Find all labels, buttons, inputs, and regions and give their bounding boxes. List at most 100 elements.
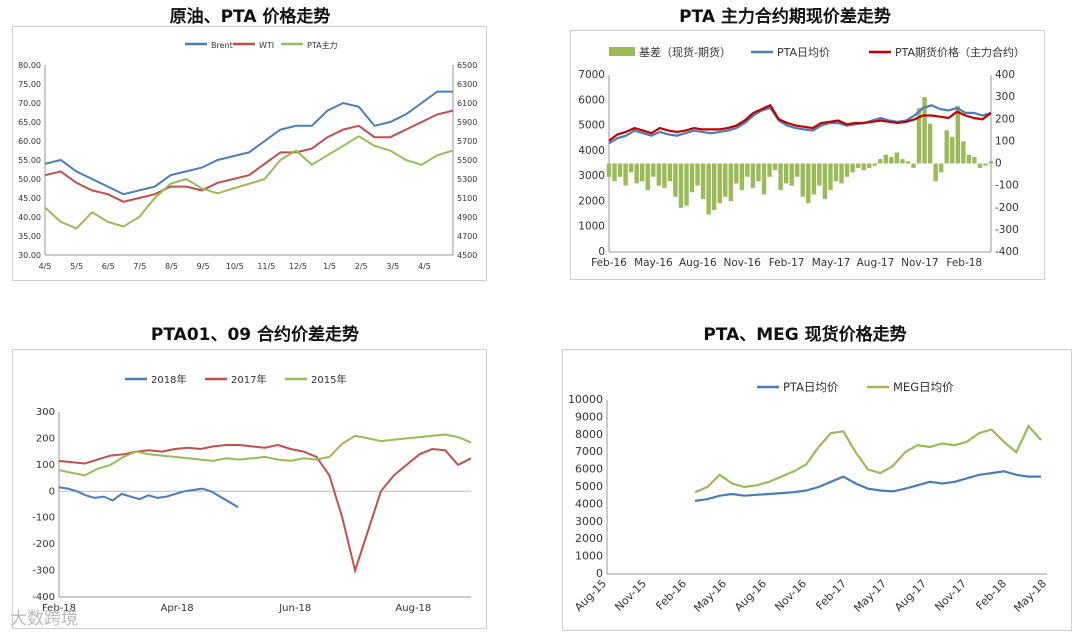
basis-bar xyxy=(606,163,612,177)
x-tick-label: Aug-17 xyxy=(892,577,929,614)
basis-bar xyxy=(756,163,761,182)
basis-bar xyxy=(623,163,628,186)
basis-bar xyxy=(977,163,983,168)
basis-bar xyxy=(662,163,667,188)
chart2-title: PTA 主力合约期现价差走势 xyxy=(679,7,891,27)
y-tick-label: 200 xyxy=(36,433,55,444)
basis-bar xyxy=(988,161,994,164)
x-tick-label: Aug-17 xyxy=(857,257,895,269)
y-tick-label: 45.00 xyxy=(18,194,41,203)
chart4-svg: 0 1000 2000 3000 4000 5000 6000 7000 8000 9000 100… xyxy=(568,380,1049,615)
y-right-tick-label: 400 xyxy=(995,69,1015,81)
y-tick-label: 75.00 xyxy=(18,80,41,89)
y-right-tick-label: -100 xyxy=(995,180,1019,192)
basis-bar xyxy=(678,163,684,208)
basis-bar xyxy=(811,163,817,195)
x-tick-label: 4/5 xyxy=(39,262,52,271)
y-tick-label: 5000 xyxy=(578,120,605,132)
y-right-tick-label: 5300 xyxy=(457,175,477,184)
y-tick-label: 2000 xyxy=(575,532,603,545)
x-tick-label: 1/5 xyxy=(323,262,336,271)
y-tick-label: 4000 xyxy=(578,145,605,157)
y-right-tick-label: 0 xyxy=(995,158,1002,170)
basis-bar xyxy=(922,97,927,164)
basis-bar xyxy=(866,163,872,168)
legend-label: 2018年 xyxy=(151,373,186,386)
basis-bar xyxy=(739,163,745,191)
basis-bar xyxy=(850,163,855,173)
chart2-box: 0 1000 2000 3000 4000 5000 6000 7000 -400 -300 -20… xyxy=(570,30,1045,280)
basis-bar xyxy=(628,163,634,173)
chart3-box: -400 -300 -200 -100 0 100 200 300 Feb-18 Apr-18 Ju… xyxy=(12,349,487,629)
x-tick-label: Aug-16 xyxy=(679,257,717,269)
basis-bar xyxy=(961,141,966,164)
x-tick-label: May-17 xyxy=(812,257,851,269)
y-tick-label: 6000 xyxy=(575,463,603,476)
y-tick-label: -300 xyxy=(32,566,55,577)
basis-bar xyxy=(872,163,877,166)
series-line-2 xyxy=(694,424,1042,494)
basis-bar xyxy=(700,163,706,199)
basis-bar xyxy=(889,156,894,164)
basis-bar xyxy=(667,163,673,182)
chart3-svg: -400 -300 -200 -100 0 100 200 300 Feb-18 Apr-18 Ju… xyxy=(32,373,472,614)
y-tick-label: 65.00 xyxy=(18,118,41,127)
chart2-svg: 01000200030004000500060007000-400-300-20… xyxy=(578,45,1025,269)
x-tick-label: 9/5 xyxy=(197,262,210,271)
x-tick-label: May-18 xyxy=(1011,577,1049,615)
basis-bar xyxy=(944,130,949,164)
x-tick-label: 4/5 xyxy=(418,262,431,271)
basis-bar xyxy=(651,163,656,177)
basis-bar xyxy=(839,163,844,184)
x-tick-label: 3/5 xyxy=(386,262,399,271)
basis-bar xyxy=(916,108,922,164)
basis-bar xyxy=(711,163,717,210)
x-tick-label: May-16 xyxy=(691,577,729,615)
y-tick-label: 9000 xyxy=(575,410,603,423)
basis-bar xyxy=(933,163,938,182)
basis-bar xyxy=(767,163,772,177)
basis-bar xyxy=(706,163,711,215)
basis-bar xyxy=(689,163,695,193)
legend-label: 基差（现货-期货） xyxy=(639,45,731,59)
x-tick-label: Feb-16 xyxy=(653,577,689,613)
y-tick-label: 40.00 xyxy=(18,213,41,222)
basis-bar xyxy=(955,105,960,164)
basis-bar xyxy=(750,163,756,188)
chart1-title: 原油、PTA 价格走势 xyxy=(169,7,331,27)
basis-bar xyxy=(927,123,933,164)
legend-label: PTA日均价 xyxy=(777,46,830,59)
x-tick-label: Nov-17 xyxy=(932,577,969,614)
y-tick-label: 100 xyxy=(36,460,55,471)
x-tick-label: 12/5 xyxy=(289,262,307,271)
chart1-svg: 30.00 35.00 40.00 45.00 50.00 55.00 60.00 65.00… xyxy=(18,40,477,271)
y-tick-label: 50.00 xyxy=(18,175,41,184)
series-line-3 xyxy=(608,103,992,142)
basis-bar xyxy=(800,163,805,197)
series-line-1 xyxy=(58,486,239,508)
y-tick-label: 1000 xyxy=(575,550,603,563)
basis-bar xyxy=(612,163,617,182)
y-tick-label: 6000 xyxy=(578,94,605,106)
chart4-title: PTA、MEG 现货价格走势 xyxy=(703,325,907,345)
series-line-2 xyxy=(44,109,454,203)
y-right-tick-label: -200 xyxy=(995,202,1019,214)
x-tick-label: Aug-16 xyxy=(732,577,769,614)
basis-bar xyxy=(894,152,900,164)
y-tick-label: 300 xyxy=(36,407,55,418)
basis-bar xyxy=(878,159,883,164)
y-tick-label: 7000 xyxy=(578,69,605,81)
legend-label: 2015年 xyxy=(311,373,346,386)
basis-bar xyxy=(717,163,722,204)
x-tick-label: Feb-18 xyxy=(973,577,1009,613)
y-right-tick-label: -300 xyxy=(995,224,1019,236)
basis-bar xyxy=(640,163,645,182)
basis-bar xyxy=(617,163,623,177)
x-tick-label: 10/5 xyxy=(226,262,244,271)
x-tick-label: Feb-16 xyxy=(591,257,627,269)
y-tick-label: 0 xyxy=(598,246,605,258)
basis-bar xyxy=(855,163,861,168)
y-tick-label: 2000 xyxy=(578,195,605,207)
basis-bar xyxy=(634,163,639,184)
basis-bar xyxy=(728,163,734,202)
